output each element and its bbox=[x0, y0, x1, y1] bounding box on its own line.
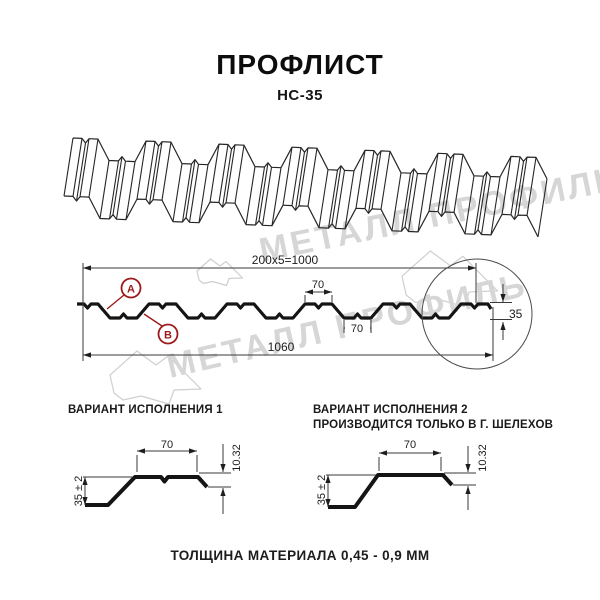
v2-dim-label-edge: 10.32 bbox=[477, 444, 489, 472]
v1-dim-label-edge: 10.32 bbox=[231, 444, 243, 472]
dim-label-overall-width: 1060 bbox=[268, 340, 295, 354]
callout-circle-a bbox=[120, 277, 142, 299]
dim-label-bottom-flange: 70 bbox=[351, 323, 363, 335]
metall-profil-logo-watermark bbox=[109, 350, 202, 405]
dim-label-top-flange: 70 bbox=[312, 279, 324, 291]
v1-dim-label-height: 35 ± 2 bbox=[73, 476, 85, 507]
v1-dim-label-width: 70 bbox=[161, 439, 173, 451]
metall-profil-logo-watermark bbox=[196, 258, 244, 287]
variant1-header: ВАРИАНТ ИСПОЛНЕНИЯ 1 bbox=[68, 404, 223, 416]
profile-code: НС-35 bbox=[277, 87, 323, 104]
variant2-subheader: ПРОИЗВОДИТСЯ ТОЛЬКО В Г. ШЕЛЕХОВ bbox=[313, 419, 554, 431]
callout-circle-b bbox=[157, 323, 179, 345]
flange-label-b: В bbox=[164, 330, 172, 342]
profile-cross-section-path bbox=[77, 302, 493, 320]
variant-detail-drawings bbox=[82, 444, 476, 514]
variant1-profile-path bbox=[85, 475, 209, 507]
material-thickness-note: ТОЛЩИНА МАТЕРИАЛА 0,45 - 0,9 ММ bbox=[170, 548, 430, 563]
metall-profil-logo-watermark bbox=[401, 250, 499, 308]
dim-label-backdrop bbox=[345, 320, 370, 335]
profile-3d-drawing bbox=[63, 137, 548, 238]
v2-dim-label-width: 70 bbox=[404, 439, 416, 451]
variant2-header: ВАРИАНТ ИСПОЛНЕНИЯ 2 bbox=[313, 404, 468, 416]
watermark-logos bbox=[109, 250, 499, 405]
flange-label-a: А bbox=[127, 284, 135, 296]
dim-label-height: 35 bbox=[509, 307, 523, 321]
detail-zoom-circle bbox=[421, 258, 533, 370]
page-title: ПРОФЛИСТ bbox=[216, 49, 384, 80]
variant2-profile-path bbox=[328, 473, 454, 509]
dim-label-module-width: 200x5=1000 bbox=[252, 253, 319, 267]
v2-dim-label-height: 35 ± 2 bbox=[316, 475, 328, 506]
